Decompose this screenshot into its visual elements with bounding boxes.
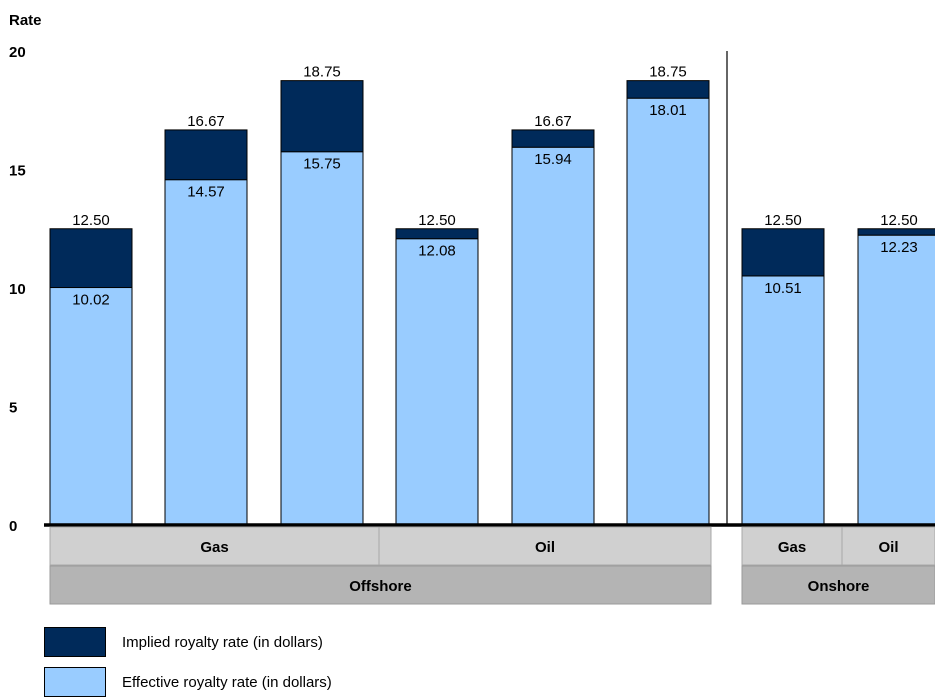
category-label-level1: Gas (200, 539, 228, 556)
legend-swatch-effective (44, 667, 106, 697)
data-label-total: 12.50 (764, 212, 802, 229)
category-label-level1: Oil (535, 539, 555, 556)
royalty-rate-chart: Rate 0 5 10 15 20 12.50 10.02 16.67 14.57 18.75 1… (9, 12, 935, 605)
category-label-level2: Offshore (349, 578, 412, 595)
data-label-total: 16.67 (187, 113, 225, 130)
legend-item-implied: Implied royalty rate (in dollars) (44, 627, 323, 657)
data-label-effective: 15.75 (303, 156, 341, 173)
data-label-total: 12.50 (72, 212, 110, 229)
bar-effective-rate (741, 275, 825, 526)
category-label-level1: Gas (778, 539, 806, 556)
category-box-level2 (49, 565, 712, 605)
bar-effective-rate (626, 97, 710, 526)
bar-implied-rate (395, 228, 479, 240)
data-label-effective: 10.02 (72, 292, 110, 309)
data-label-total: 12.50 (418, 212, 456, 229)
y-tick-label: 20 (9, 44, 26, 61)
bar-implied-rate (164, 129, 248, 181)
data-label-total: 16.67 (534, 113, 572, 130)
bar-implied-rate (741, 228, 825, 277)
bar-implied-rate (511, 129, 595, 148)
y-tick-label: 10 (9, 281, 26, 298)
legend-item-effective: Effective royalty rate (in dollars) (44, 667, 332, 697)
bar-effective-rate (49, 287, 133, 526)
data-label-total: 12.50 (880, 212, 918, 229)
category-label-level2: Onshore (808, 578, 870, 595)
legend-label-effective: Effective royalty rate (in dollars) (122, 673, 332, 691)
bar-effective-rate (280, 151, 364, 526)
data-label-effective: 12.23 (880, 239, 918, 256)
data-label-total: 18.75 (649, 64, 687, 81)
category-box-level1 (378, 526, 712, 566)
y-axis-title: Rate (9, 12, 42, 29)
y-tick-label: 15 (9, 163, 26, 180)
category-label-level1: Oil (878, 539, 898, 556)
bar-implied-rate (626, 80, 710, 99)
bar-effective-rate (164, 179, 248, 526)
data-label-effective: 14.57 (187, 184, 225, 201)
category-box-level2 (741, 565, 935, 605)
category-box-level1 (841, 526, 935, 566)
bar-effective-rate (511, 146, 595, 526)
bar-implied-rate (49, 228, 133, 289)
bar-implied-rate (857, 228, 935, 236)
data-label-effective: 18.01 (649, 102, 687, 119)
bar-implied-rate (280, 80, 364, 153)
data-label-effective: 12.08 (418, 243, 456, 260)
y-tick-label: 5 (9, 400, 17, 417)
y-tick-label: 0 (9, 518, 17, 535)
legend-label-implied: Implied royalty rate (in dollars) (122, 633, 323, 651)
data-label-effective: 15.94 (534, 151, 572, 168)
data-label-effective: 10.51 (764, 280, 802, 297)
category-box-level1 (741, 526, 843, 566)
category-box-level1 (49, 526, 380, 566)
bar-effective-rate (857, 234, 935, 526)
bar-effective-rate (395, 238, 479, 526)
data-label-total: 18.75 (303, 64, 341, 81)
legend-swatch-implied (44, 627, 106, 657)
